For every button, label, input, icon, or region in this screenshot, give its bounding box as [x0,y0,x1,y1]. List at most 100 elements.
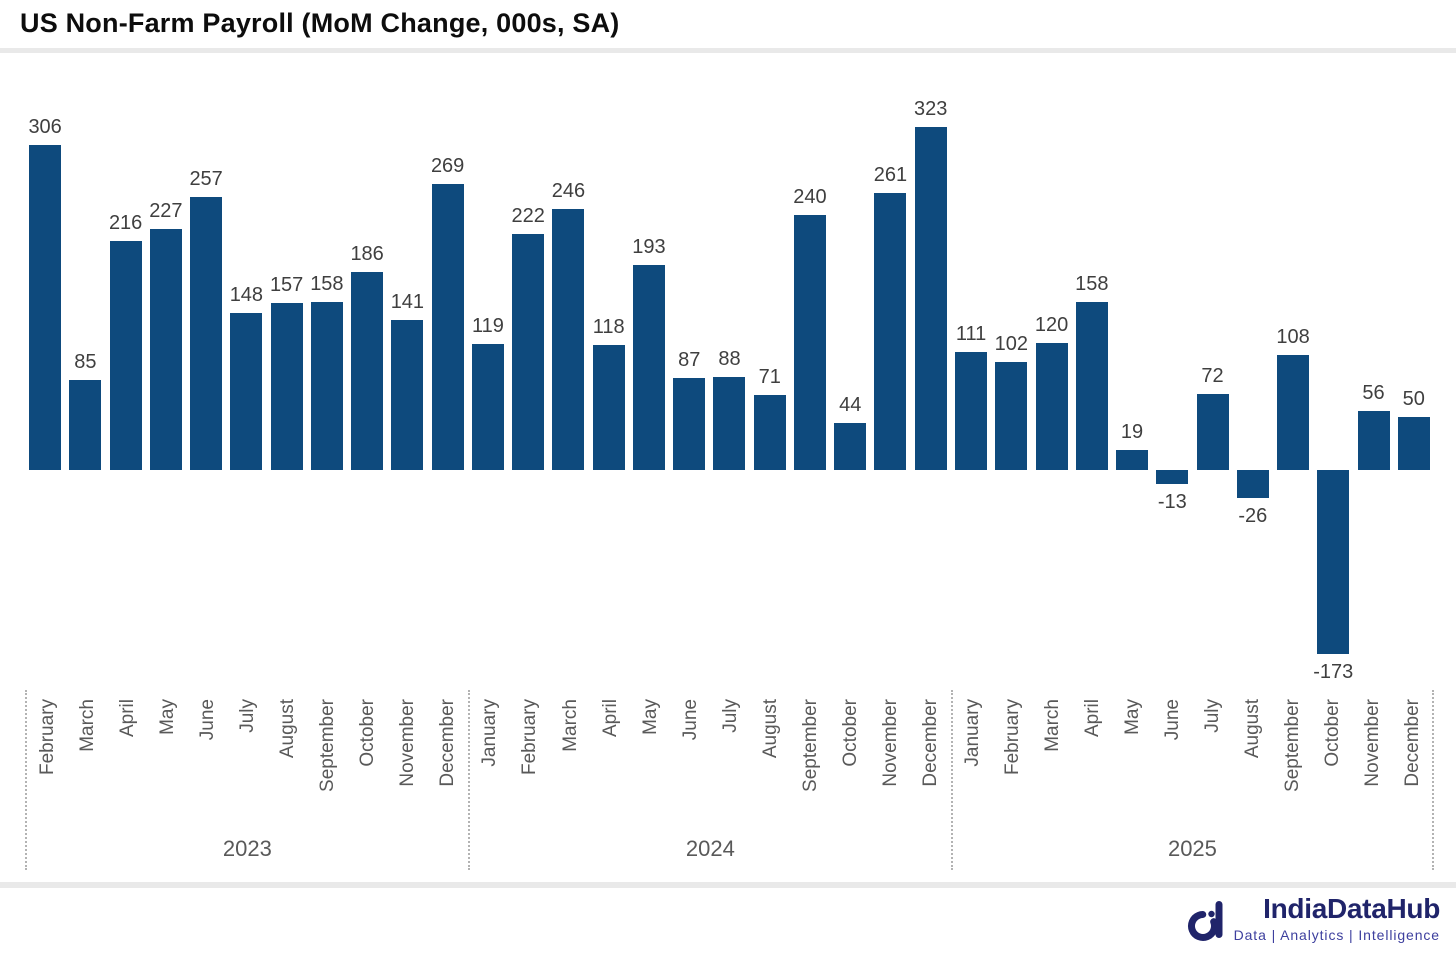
month-label-cell: November [1352,699,1392,870]
month-label-cell: February [27,699,67,870]
year-label-2024: 2024 [685,836,735,861]
month-label-cell: October [348,699,388,870]
value-label-december-2024: 323 [914,98,948,120]
bar-cell: 269 [428,90,468,690]
month-label: June [196,699,218,741]
month-label-cell: March [1033,699,1073,870]
value-label-august-2025: -26 [1238,505,1268,527]
footer-divider [0,882,1456,888]
bar-february-2023 [29,145,62,470]
month-label-cell: April [107,699,147,870]
month-label-cell: December [428,699,468,870]
month-label: September [317,699,339,792]
month-label-cell: October [831,699,871,870]
month-label-cell: May [1113,699,1153,870]
value-label-december-2023: 269 [430,155,465,177]
month-label: April [1082,699,1104,738]
bar-june-2023 [190,197,223,470]
bar-cell: 240 [790,90,830,690]
month-label: March [559,699,581,752]
month-label: September [1281,699,1303,792]
value-label-june-2025: -13 [1157,491,1187,513]
title-underline [0,48,1456,53]
bar-march-2025 [1035,343,1068,470]
month-label: December [437,699,459,787]
bar-cell: 227 [146,90,186,690]
bar-january-2024 [471,344,504,470]
value-label-april-2023: 216 [108,212,143,234]
month-label: August [760,699,782,759]
value-label-april-2024: 118 [592,316,625,338]
month-label-cell: December [911,699,951,870]
bar-cell: 44 [830,90,870,690]
x-axis-2025: January February March April May June July Augu… [950,690,1434,870]
value-label-july-2023: 148 [229,284,264,306]
value-label-june-2024: 87 [678,349,701,371]
bar-july-2025 [1196,394,1229,470]
month-label: November [397,699,419,787]
bar-december-2025 [1397,417,1430,470]
bar-cell: 158 [1072,90,1112,690]
bar-august-2024 [753,395,786,470]
month-label-cell: January [953,699,993,870]
bar-cell: 148 [226,90,266,690]
bar-cell: 119 [468,90,508,690]
month-label-cell: August [267,699,307,870]
bar-august-2025 [1236,470,1269,498]
month-label: December [1401,699,1423,787]
month-label: April [116,699,138,738]
value-label-august-2023: 157 [269,274,304,296]
logo-text-block: IndiaDataHub Data | Analytics | Intellig… [1234,893,1441,943]
month-label: July [1201,699,1223,733]
value-label-january-2025: 111 [955,323,987,345]
month-label-cell: September [791,699,831,870]
bar-july-2023 [230,313,263,470]
month-label-cell: May [630,699,670,870]
month-label: May [1122,699,1144,735]
bar-cell: 19 [1112,90,1152,690]
month-label-cell: December [1392,699,1432,870]
bar-cell: 50 [1394,90,1434,690]
chart-plot-and-axis: 306 85 216 227 257 148 157 158 186 141 269 February… [25,90,1434,870]
value-label-march-2025: 120 [1034,314,1069,336]
bar-cell: 71 [750,90,790,690]
month-label: July [236,699,258,733]
bar-cell: 216 [106,90,146,690]
month-label-cell: March [67,699,107,870]
value-label-november-2025: 56 [1362,382,1385,404]
bar-cell: 141 [387,90,427,690]
bar-cell: 306 [25,90,65,690]
value-label-july-2024: 88 [718,348,741,370]
month-label: October [357,699,379,767]
bar-cell: 87 [669,90,709,690]
indiadatahub-logo-icon [1187,901,1223,941]
bar-cell: 257 [186,90,226,690]
value-label-november-2024: 261 [873,164,908,186]
bar-november-2023 [391,320,424,470]
value-label-november-2023: 141 [390,291,425,313]
month-label-cell: August [750,699,790,870]
bar-april-2025 [1075,302,1108,470]
bar-may-2023 [149,229,182,470]
bar-november-2025 [1357,411,1390,470]
month-label-cell: February [510,699,550,870]
indiadatahub-logo: IndiaDataHub Data | Analytics | Intellig… [1187,893,1441,948]
bar-cell: 72 [1192,90,1232,690]
bar-february-2024 [512,234,545,470]
bar-november-2024 [874,193,907,470]
bar-cell: 85 [65,90,105,690]
month-label: October [840,699,862,767]
bar-cell: -13 [1152,90,1192,690]
value-label-february-2024: 222 [511,205,545,227]
month-label: January [479,699,501,767]
month-label: February [1002,699,1024,776]
bar-cell: 118 [589,90,629,690]
page-title: US Non-Farm Payroll (MoM Change, 000s, S… [20,8,620,38]
month-label: August [1241,699,1263,759]
month-label: January [962,699,984,767]
month-label: August [277,699,298,759]
bar-cell: 261 [870,90,910,690]
value-label-october-2025: -173 [1313,661,1354,683]
bar-december-2024 [914,127,947,470]
bar-may-2025 [1116,450,1149,470]
